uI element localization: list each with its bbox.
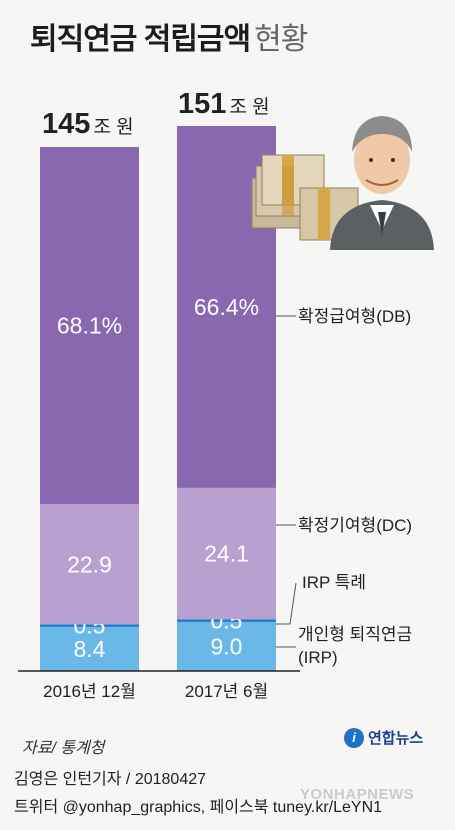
bars-group: 8.40.522.968.1%9.00.524.166.4%	[40, 126, 276, 671]
data-label-0-0: 8.4	[74, 636, 106, 662]
total-unit: 조 원	[229, 97, 270, 118]
data-label-3-0: 68.1%	[57, 313, 122, 339]
total-unit: 조 원	[93, 117, 134, 138]
legend-irp-special: IRP 특례	[302, 573, 366, 592]
watermark: YONHAPNEWS	[300, 786, 415, 803]
yonhap-logo: i 연합뉴스	[344, 727, 423, 748]
credit-author: 김영은 인턴기자 / 20180427	[14, 771, 207, 788]
bar-segment-0-0	[40, 626, 139, 671]
data-label-2-0: 22.9	[67, 551, 112, 577]
bar-segment-0-1	[177, 621, 276, 671]
bar-segment-2-1	[177, 487, 276, 620]
businessman-illustration	[330, 116, 434, 250]
legend-db: 확정급여형(DB)	[298, 307, 411, 326]
bar-segment-2-0	[40, 504, 139, 625]
total-value: 151	[178, 88, 227, 120]
category-label-0: 2016년 12월	[43, 682, 136, 701]
data-label-2-1: 24.1	[204, 541, 249, 567]
logo-text: 연합뉴스	[368, 730, 424, 747]
category-label-1: 2017년 6월	[185, 682, 268, 701]
source-note: 자료/ 통계청	[22, 740, 105, 757]
legend-irp-line1: 개인형 퇴직연금	[298, 625, 412, 644]
credit-social: 트위터 @yonhap_graphics, 페이스북 tuney.kr/LeYN…	[14, 799, 383, 816]
legend-dc: 확정기여형(DC)	[298, 516, 412, 535]
legend-irp-line2: (IRP)	[298, 648, 338, 667]
data-label-3-1: 66.4%	[194, 294, 259, 320]
x-axis: 2016년 12월 2017년 6월	[18, 670, 300, 701]
bar-segment-3-0	[40, 147, 139, 505]
chart-title: 퇴직연금 적립금액 현황	[30, 14, 308, 58]
title-main: 퇴직연금 적립금액	[30, 23, 251, 56]
leader-irp-special-v	[289, 582, 297, 625]
data-label-0-1: 9.0	[211, 633, 243, 659]
total-2017: 151 조 원	[178, 88, 270, 121]
title-sub: 현황	[254, 23, 308, 56]
total-value: 145	[42, 108, 91, 140]
bar-segment-1-0	[40, 624, 139, 627]
total-2016: 145 조 원	[42, 108, 134, 141]
bar-segment-1-1	[177, 619, 276, 622]
logo-icon: i	[344, 727, 364, 748]
